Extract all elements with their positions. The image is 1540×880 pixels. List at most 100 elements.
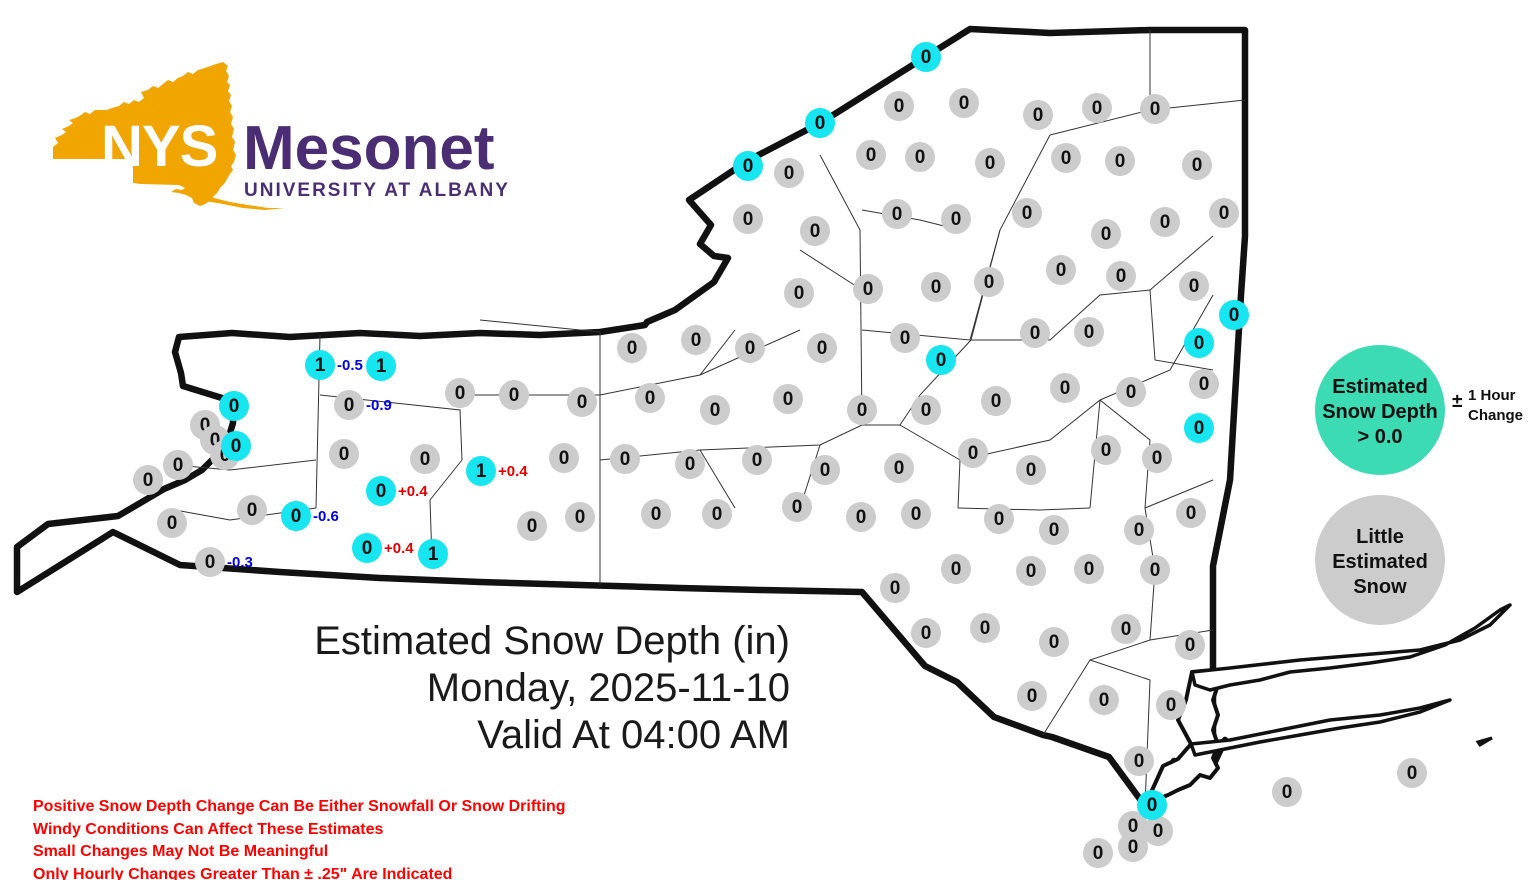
svg-text:0: 0 <box>1134 520 1145 541</box>
svg-text:0: 0 <box>866 145 877 166</box>
svg-text:0: 0 <box>247 500 258 521</box>
svg-text:-0.3: -0.3 <box>227 554 253 571</box>
svg-text:0: 0 <box>980 618 991 639</box>
svg-text:0: 0 <box>1282 782 1293 803</box>
svg-text:1: 1 <box>315 355 326 376</box>
svg-text:0: 0 <box>1092 98 1103 119</box>
svg-text:0: 0 <box>915 147 926 168</box>
svg-text:0: 0 <box>1128 837 1139 858</box>
svg-text:0: 0 <box>1407 763 1418 784</box>
svg-text:0: 0 <box>951 559 962 580</box>
svg-text:0: 0 <box>743 209 754 230</box>
svg-text:0: 0 <box>994 509 1005 530</box>
svg-text:0: 0 <box>575 507 586 528</box>
svg-text:0: 0 <box>1101 440 1112 461</box>
svg-text:-0.5: -0.5 <box>337 357 363 374</box>
svg-text:0: 0 <box>752 450 763 471</box>
svg-text:0: 0 <box>559 448 570 469</box>
svg-text:0: 0 <box>743 156 754 177</box>
svg-text:0: 0 <box>783 389 794 410</box>
svg-text:0: 0 <box>921 400 932 421</box>
svg-text:0: 0 <box>890 578 901 599</box>
svg-text:0: 0 <box>968 443 979 464</box>
svg-text:0: 0 <box>810 221 821 242</box>
svg-text:0: 0 <box>894 96 905 117</box>
svg-text:0: 0 <box>1115 151 1126 172</box>
svg-text:1: 1 <box>476 461 487 482</box>
svg-text:+0.4: +0.4 <box>384 540 414 557</box>
svg-text:0: 0 <box>817 338 828 359</box>
svg-text:0: 0 <box>620 449 631 470</box>
svg-text:0: 0 <box>685 454 696 475</box>
svg-text:0: 0 <box>1084 559 1095 580</box>
svg-text:0: 0 <box>167 513 178 534</box>
svg-text:0: 0 <box>892 204 903 225</box>
svg-text:0: 0 <box>921 623 932 644</box>
svg-text:0: 0 <box>509 385 520 406</box>
svg-text:0: 0 <box>1189 276 1200 297</box>
svg-text:0: 0 <box>376 481 387 502</box>
svg-text:0: 0 <box>1033 105 1044 126</box>
svg-text:0: 0 <box>1030 323 1041 344</box>
svg-text:-0.6: -0.6 <box>313 508 339 525</box>
svg-text:0: 0 <box>1049 520 1060 541</box>
svg-text:+0.4: +0.4 <box>398 483 428 500</box>
svg-text:0: 0 <box>1026 460 1037 481</box>
svg-text:0: 0 <box>1194 418 1205 439</box>
svg-text:0: 0 <box>951 209 962 230</box>
svg-text:0: 0 <box>863 279 874 300</box>
svg-text:0: 0 <box>1150 560 1161 581</box>
svg-text:0: 0 <box>784 163 795 184</box>
svg-text:0: 0 <box>173 455 184 476</box>
svg-text:0: 0 <box>339 444 350 465</box>
svg-text:0: 0 <box>1056 260 1067 281</box>
svg-text:1: 1 <box>428 544 439 565</box>
svg-text:0: 0 <box>577 392 588 413</box>
svg-text:0: 0 <box>205 552 216 573</box>
svg-text:0: 0 <box>1060 378 1071 399</box>
svg-text:+0.4: +0.4 <box>498 463 528 480</box>
svg-text:0: 0 <box>291 506 302 527</box>
svg-text:0: 0 <box>985 153 996 174</box>
svg-text:0: 0 <box>1153 821 1164 842</box>
svg-text:0: 0 <box>1027 686 1038 707</box>
svg-text:0: 0 <box>143 470 154 491</box>
svg-text:0: 0 <box>857 400 868 421</box>
svg-text:0: 0 <box>1099 690 1110 711</box>
svg-text:0: 0 <box>420 449 431 470</box>
svg-text:0: 0 <box>455 383 466 404</box>
svg-text:0: 0 <box>1134 751 1145 772</box>
svg-text:0: 0 <box>931 277 942 298</box>
svg-text:0: 0 <box>820 460 831 481</box>
svg-text:0: 0 <box>645 388 656 409</box>
svg-text:0: 0 <box>229 396 240 417</box>
svg-text:0: 0 <box>527 516 538 537</box>
svg-text:0: 0 <box>984 272 995 293</box>
svg-text:0: 0 <box>344 395 355 416</box>
svg-text:0: 0 <box>1219 203 1230 224</box>
svg-text:0: 0 <box>1186 503 1197 524</box>
svg-text:0: 0 <box>911 504 922 525</box>
svg-text:0: 0 <box>1152 448 1163 469</box>
svg-text:0: 0 <box>1022 203 1033 224</box>
svg-text:0: 0 <box>1061 148 1072 169</box>
svg-text:0: 0 <box>900 328 911 349</box>
svg-text:0: 0 <box>1150 99 1161 120</box>
svg-text:0: 0 <box>1199 374 1210 395</box>
svg-text:0: 0 <box>1166 695 1177 716</box>
svg-text:0: 0 <box>627 338 638 359</box>
svg-text:0: 0 <box>710 400 721 421</box>
svg-text:0: 0 <box>894 458 905 479</box>
svg-text:0: 0 <box>651 504 662 525</box>
svg-text:0: 0 <box>1147 795 1158 816</box>
svg-text:0: 0 <box>1026 561 1037 582</box>
svg-text:0: 0 <box>1093 843 1104 864</box>
svg-text:0: 0 <box>794 283 805 304</box>
svg-text:0: 0 <box>745 338 756 359</box>
svg-text:0: 0 <box>1194 333 1205 354</box>
svg-text:0: 0 <box>856 507 867 528</box>
svg-text:0: 0 <box>921 47 932 68</box>
svg-text:0: 0 <box>1126 382 1137 403</box>
svg-text:-0.9: -0.9 <box>366 397 392 414</box>
svg-text:0: 0 <box>1121 619 1132 640</box>
